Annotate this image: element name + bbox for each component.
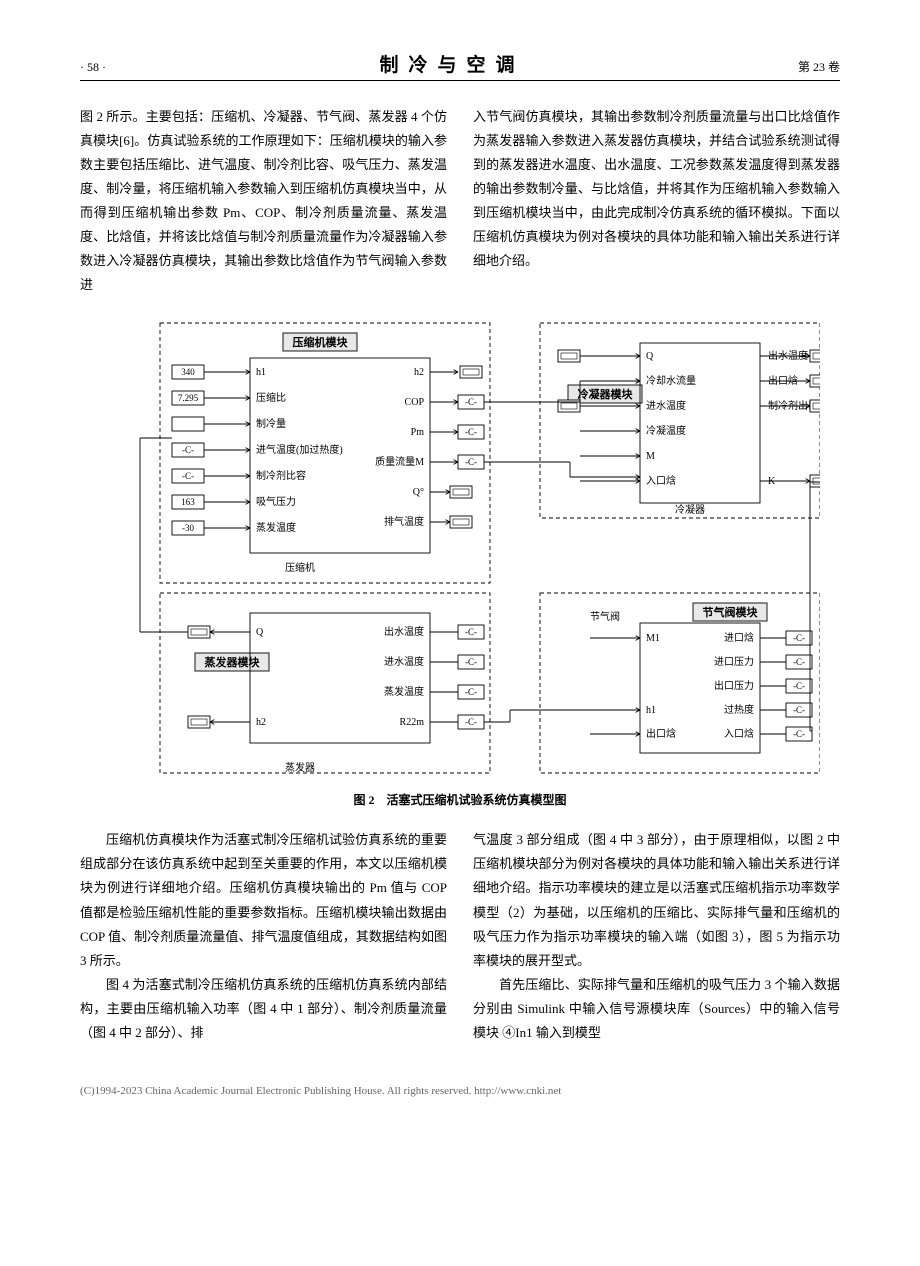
- svg-text:入口焓: 入口焓: [724, 727, 754, 740]
- svg-text:出口压力: 出口压力: [714, 679, 754, 692]
- svg-text:蒸发器: 蒸发器: [285, 761, 315, 774]
- svg-text:质量流量M: 质量流量M: [375, 455, 424, 468]
- svg-text:163: 163: [181, 497, 195, 507]
- svg-text:h1: h1: [256, 367, 266, 378]
- svg-text:冷凝器模块: 冷凝器模块: [578, 387, 634, 401]
- svg-text:-C-: -C-: [182, 471, 194, 481]
- svg-text:M: M: [646, 451, 655, 462]
- svg-text:压缩机: 压缩机: [285, 561, 315, 574]
- svg-text:Q°: Q°: [413, 487, 424, 498]
- simulation-block-diagram: 压缩机模块压缩机 冷凝器模块冷凝器蒸发器模块蒸发器 节气阀模块 节气阀 340 h1 7.2…: [100, 313, 820, 783]
- svg-text:-C-: -C-: [465, 427, 477, 437]
- svg-text:压缩机模块: 压缩机模块: [293, 335, 349, 349]
- page-header: · 58 · 制冷与空调 第 23 卷: [80, 50, 840, 81]
- svg-text:进水温度: 进水温度: [646, 399, 686, 412]
- svg-text:进口焓: 进口焓: [724, 631, 754, 644]
- svg-text:进气温度(加过热度): 进气温度(加过热度): [256, 443, 343, 456]
- copyright-footer: (C)1994-2023 China Academic Journal Elec…: [80, 1085, 840, 1097]
- svg-text:排气温度: 排气温度: [384, 515, 424, 528]
- paragraph-3: 图 4 为活塞式制冷压缩机仿真系统的压缩机仿真系统内部结构，主要由压缩机输入功率…: [80, 973, 447, 1045]
- svg-text:-C-: -C-: [465, 657, 477, 667]
- svg-text:制冷量: 制冷量: [256, 417, 286, 430]
- discussion-text-block: 压缩机仿真模块作为活塞式制冷压缩机试验仿真系统的重要组成部分在该仿真系统中起到至…: [80, 828, 840, 1044]
- svg-text:进口压力: 进口压力: [714, 655, 754, 668]
- svg-text:进水温度: 进水温度: [384, 655, 424, 668]
- svg-text:过热度: 过热度: [724, 703, 754, 716]
- intro-text-block: 图 2 所示。主要包括：压缩机、冷凝器、节气阀、蒸发器 4 个仿真模块[6]。仿…: [80, 105, 840, 297]
- svg-text:压缩比: 压缩比: [256, 391, 286, 404]
- svg-text:制冷剂比容: 制冷剂比容: [256, 469, 306, 482]
- svg-text:h2: h2: [256, 717, 266, 728]
- svg-text:-C-: -C-: [793, 681, 805, 691]
- svg-text:蒸发温度: 蒸发温度: [256, 521, 296, 534]
- svg-text:出水温度: 出水温度: [768, 349, 808, 362]
- figure-2-diagram: 压缩机模块压缩机 冷凝器模块冷凝器蒸发器模块蒸发器 节气阀模块 节气阀 340 h1 7.2…: [80, 313, 840, 783]
- svg-text:K: K: [768, 476, 776, 487]
- svg-text:-C-: -C-: [465, 717, 477, 727]
- svg-text:入口焓: 入口焓: [646, 474, 676, 487]
- figure-2-caption: 图 2 活塞式压缩机试验系统仿真模型图: [80, 791, 840, 808]
- svg-text:-C-: -C-: [182, 445, 194, 455]
- svg-text:-C-: -C-: [465, 457, 477, 467]
- svg-text:Q: Q: [646, 351, 654, 362]
- svg-text:Pm: Pm: [411, 427, 425, 438]
- svg-text:冷却水流量: 冷却水流量: [646, 374, 696, 387]
- svg-text:节气阀模块: 节气阀模块: [703, 605, 759, 619]
- svg-text:冷凝温度: 冷凝温度: [646, 424, 686, 437]
- svg-text:节气阀: 节气阀: [590, 610, 620, 623]
- svg-text:Q: Q: [256, 627, 264, 638]
- svg-text:冷凝器: 冷凝器: [675, 503, 705, 516]
- svg-text:h2: h2: [414, 367, 424, 378]
- svg-text:-C-: -C-: [793, 729, 805, 739]
- svg-text:蒸发器模块: 蒸发器模块: [205, 655, 261, 669]
- svg-text:R22m: R22m: [400, 717, 425, 728]
- svg-text:COP: COP: [405, 397, 425, 408]
- svg-text:出口焓: 出口焓: [646, 727, 676, 740]
- svg-text:-C-: -C-: [465, 627, 477, 637]
- paragraph-1a: 图 2 所示。主要包括：压缩机、冷凝器、节气阀、蒸发器 4 个仿真模块[6]。仿…: [80, 105, 447, 297]
- svg-text:-C-: -C-: [793, 633, 805, 643]
- page-number-left: · 58 ·: [80, 60, 106, 75]
- paragraph-1b: 入节气阀仿真模块，其输出参数制冷剂质量流量与出口比焓值作为蒸发器输入参数进入蒸发…: [473, 105, 840, 273]
- svg-text:蒸发温度: 蒸发温度: [384, 685, 424, 698]
- svg-text:-C-: -C-: [465, 687, 477, 697]
- svg-text:吸气压力: 吸气压力: [256, 495, 296, 508]
- svg-text:-C-: -C-: [465, 397, 477, 407]
- volume-number: 第 23 卷: [798, 58, 840, 75]
- svg-text:-30: -30: [182, 523, 194, 533]
- paragraph-2b: 气温度 3 部分组成（图 4 中 3 部分），由于原理相似，以图 2 中压缩机模…: [473, 828, 840, 972]
- svg-text:7.295: 7.295: [178, 393, 199, 403]
- svg-text:出口焓: 出口焓: [768, 374, 798, 387]
- paragraph-4: 首先压缩比、实际排气量和压缩机的吸气压力 3 个输入数据分别由 Simulink…: [473, 973, 840, 1045]
- journal-title: 制冷与空调: [379, 50, 524, 77]
- svg-text:-C-: -C-: [793, 705, 805, 715]
- svg-text:M1: M1: [646, 633, 660, 644]
- svg-text:h1: h1: [646, 705, 656, 716]
- svg-text:-C-: -C-: [793, 657, 805, 667]
- svg-text:340: 340: [181, 367, 195, 377]
- paragraph-2: 压缩机仿真模块作为活塞式制冷压缩机试验仿真系统的重要组成部分在该仿真系统中起到至…: [80, 828, 447, 972]
- svg-text:出水温度: 出水温度: [384, 625, 424, 638]
